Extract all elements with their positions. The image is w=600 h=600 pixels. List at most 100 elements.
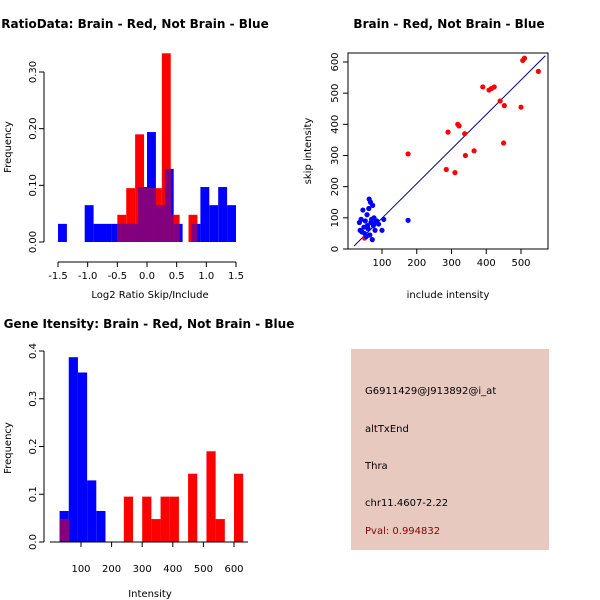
chart2-point-not-brain-18 [369,237,375,243]
chart3-ytick-label-3: 0.3 [28,391,39,407]
chart3-bar-brain-1 [123,496,134,542]
chart1-bars [58,53,236,242]
chart3-xtick-label-3: 400 [163,564,182,575]
chart1-xtick-label-6: 1.5 [228,271,244,282]
chart1-bar-overlap-1 [129,223,136,242]
probe-info-panel: G6911429@J913892@i_at altTxEnd Thra chr1… [351,349,549,550]
chart2-point-not-brain-11 [365,226,371,232]
chart1-bar-overlap-1 [126,223,130,242]
chart1-bar-overlap-5 [161,205,165,242]
chart2-axes: 100 200 300 400 500 0 100 200 300 400 500 600 [330,52,531,269]
chart2-point-brain-6 [456,123,462,129]
gene-name: Thra [365,461,388,472]
chart3-ytick-label-1: 0.1 [28,486,39,502]
chart3-bar-brain-9 [234,473,244,542]
chart1-bar-not-brain-5 [102,223,112,242]
chart1-bar-not-brain-19 [227,205,236,242]
chart2-point-not-brain-19 [370,202,376,208]
chart3-ytick-label-4: 0.4 [28,343,39,359]
chart2-point-not-brain-12 [366,205,372,212]
chart2-point-not-brain-27 [381,216,387,222]
chart1-xtick-label-1: -1.0 [78,271,98,282]
chart3-bar-not-brain-3 [87,480,97,542]
chart1-bar-overlap-2 [138,187,145,242]
chart3-ytick-label-0: 0.0 [28,534,39,550]
chart2-ytick-label-2: 200 [330,177,341,196]
chart1-xtick-label-0: -1.5 [48,271,68,282]
chart2-point-not-brain-14 [367,232,373,238]
chart3-ylabel: Frequency [3,422,14,474]
chart3-bar-brain-5 [169,496,179,542]
chart1-xlabel: Log2 Ratio Skip/Include [91,290,208,301]
chart3-bar-brain-7 [206,451,216,542]
chart3-bar-brain-6 [188,473,198,542]
chart2-point-brain-15 [501,140,507,146]
chart2-point-brain-13 [491,84,497,90]
chart2-ytick-label-5: 500 [330,84,341,103]
probe-id: G6911429@J913892@i_at [365,386,497,397]
chart1-bar-not-brain-3 [84,205,94,242]
chart2-ytick-label-4: 400 [330,115,341,134]
p-value: Pval: 0.994832 [365,526,441,537]
chart2-xtick-label-4: 500 [511,258,530,269]
chart1-bar-not-brain-6 [111,223,121,242]
chart3-bars [59,357,244,542]
chart2-plot-box [347,52,549,250]
chart3-xtick-label-4: 500 [194,564,213,575]
chart1-xtick-label-5: 1.0 [198,271,214,282]
chart2-point-not-brain-2 [358,216,364,222]
chart1-axes: -1.5 -1.0 -0.5 0.0 0.5 1.0 1.5 0.00 0.10 0.20 0.30 [28,61,244,282]
chart2-point-brain-17 [518,104,524,110]
chart2-xtick-label-0: 100 [372,258,391,269]
chart3-xtick-label-5: 600 [224,564,243,575]
chart3-ytick-label-2: 0.2 [28,439,39,455]
chart1-bar-overlap-0 [117,223,121,242]
chart2-point-brain-9 [471,148,477,154]
chart2-ytick-label-3: 300 [330,146,341,165]
chart2-point-not-brain-28 [405,217,411,223]
chart1-bar-overlap-4 [155,205,162,242]
chart3-bar-brain-2 [142,496,152,542]
chart3-bar-brain-3 [151,519,161,542]
chart1-bar-overlap-6 [173,223,180,242]
chart1-bar-not-brain-18 [218,187,228,242]
chart1-ytick-label-0: 0.00 [28,231,39,253]
chart1-bar-not-brain-0 [58,223,67,242]
chart2-point-brain-16 [501,103,507,109]
chart1-bar-brain-5 [161,53,171,242]
chart1-ytick-label-2: 0.20 [28,118,39,140]
chart3-xtick-label-2: 300 [133,564,152,575]
chart2-ytick-label-1: 100 [330,208,341,227]
chart1-bar-overlap-6 [170,214,174,242]
chart1-bar-overlap-3 [144,188,147,242]
chart2-point-not-brain-22 [372,227,378,233]
chart3-bar-overlap-0 [59,519,69,542]
chart2-point-not-brain-26 [379,227,385,233]
chart3-xtick-label-1: 200 [102,564,121,575]
chart3-bar-brain-4 [160,496,170,542]
chart1-xtick-label-4: 0.5 [169,271,185,282]
chart2-xtick-label-2: 300 [442,258,461,269]
chart2-point-not-brain-9 [364,212,370,218]
chart2-point-brain-4 [452,170,458,176]
chart1-bar-overlap-5 [164,168,171,242]
chart2-fit-line [353,55,546,247]
chart3-bar-not-brain-1 [68,357,78,542]
chart1-bar-brain-1 [126,188,136,242]
chart1-ylabel: Frequency [3,121,14,173]
chart1-ytick-label-3: 0.30 [28,61,39,83]
chart1-bar-overlap-2 [135,223,139,242]
chart3-axes: 100 200 300 400 500 600 0.0 0.1 0.2 0.3 0.4 [28,343,248,575]
chart1-bar-not-brain-4 [93,223,103,242]
chart2-point-brain-2 [443,166,449,173]
chart2-point-brain-20 [535,68,541,74]
chart1-xtick-label-2: -0.5 [108,271,128,282]
chart3-xtick-label-0: 100 [71,564,90,575]
chart2-title: Brain - Red, Not Brain - Blue [353,17,544,31]
chart2-xtick-label-1: 200 [407,258,426,269]
chart1-title: RatioData: Brain - Red, Not Brain - Blue [1,17,268,31]
chart2-xlabel: include intensity [407,290,490,301]
chart2-marks [353,55,546,247]
genomic-location: chr11.4607-2.22 [365,498,449,509]
